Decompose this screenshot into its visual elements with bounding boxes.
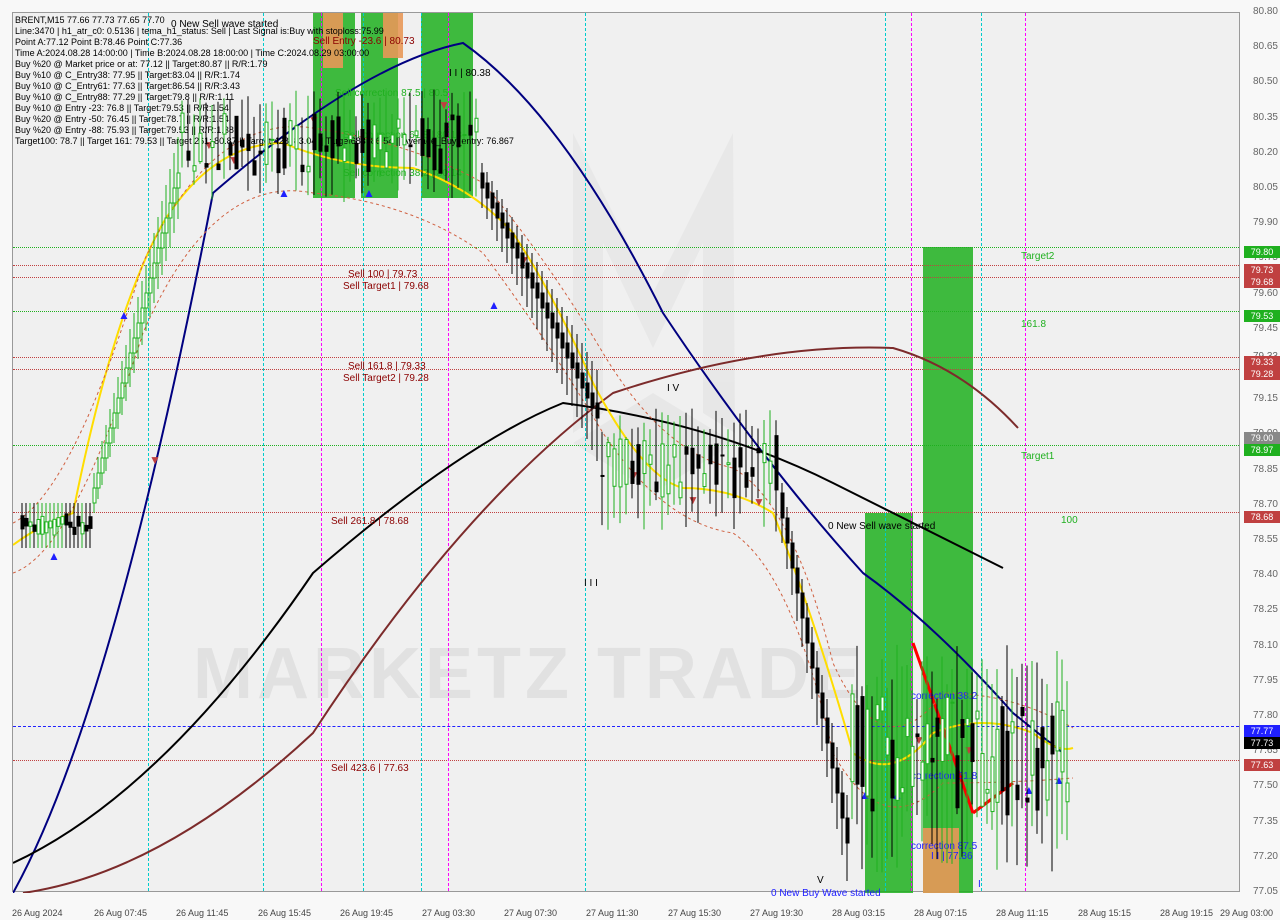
arrow-down-icon: ▼ [753, 495, 765, 509]
info-line: Line:3470 | h1_atr_c0: 0.5136 | tema_h1_… [15, 26, 514, 37]
chart-label: Target2 [1021, 251, 1054, 262]
info-line: Buy %20 @ Entry -50: 76.45 || Target:78.… [15, 114, 514, 125]
x-tick: 27 Aug 03:30 [422, 908, 475, 918]
arrow-up-icon: ▲ [48, 549, 60, 563]
arrow-up-icon: ▲ [118, 308, 130, 322]
price-tag: 78.68 [1244, 511, 1280, 523]
price-tag: 79.80 [1244, 246, 1280, 258]
arrow-down-icon: ▼ [628, 468, 640, 482]
x-tick: 27 Aug 19:30 [750, 908, 803, 918]
info-line: BRENT,M15 77.66 77.73 77.65 77.70 [15, 15, 514, 26]
arrow-up-icon: ▲ [891, 788, 903, 802]
chart-label: Sell 423.6 | 77.63 [331, 763, 409, 774]
info-line: Buy %10 @ C_Entry38: 77.95 || Target:83.… [15, 70, 514, 81]
info-line: Buy %10 @ Entry -23: 76.8 || Target:79.5… [15, 103, 514, 114]
chart-label: Sell 161.8 | 79.33 [348, 361, 426, 372]
x-tick: 28 Aug 15:15 [1078, 908, 1131, 918]
x-tick: 26 Aug 11:45 [176, 908, 228, 918]
price-tag: 79.28 [1244, 368, 1280, 380]
price-tag: 79.33 [1244, 356, 1280, 368]
chart-label: V [817, 875, 824, 886]
x-tick: 26 Aug 07:45 [94, 908, 147, 918]
x-tick: 28 Aug 19:15 [1160, 908, 1213, 918]
x-tick: 28 Aug 07:15 [914, 908, 967, 918]
price-tag: 77.73 [1244, 737, 1280, 749]
x-tick: 27 Aug 07:30 [504, 908, 557, 918]
chart-label: Sell 261.8 | 78.68 [331, 516, 409, 527]
info-line: Point A:77.12 Point B:78.46 Point C:77.3… [15, 37, 514, 48]
info-panel: BRENT,M15 77.66 77.73 77.65 77.70Line:34… [15, 15, 514, 147]
chart-label: Sell Target2 | 79.28 [343, 373, 429, 384]
arrow-down-icon: ▼ [228, 153, 240, 167]
x-tick: 28 Aug 03:15 [832, 908, 885, 918]
info-line: Buy %20 @ Entry -88: 75.93 || Target:79.… [15, 125, 514, 136]
chart-label: Sell Target1 | 79.68 [343, 281, 429, 292]
price-tag: 79.53 [1244, 310, 1280, 322]
arrow-down-icon: ▼ [687, 493, 699, 507]
price-tag: 79.00 [1244, 432, 1280, 444]
chart-label: I V [667, 383, 679, 394]
x-tick: 29 Aug 03:00 [1220, 908, 1273, 918]
arrow-down-icon: ▼ [518, 253, 530, 267]
price-tag: 79.68 [1244, 276, 1280, 288]
price-tag: 78.97 [1244, 444, 1280, 456]
chart-label: Target1 [1021, 451, 1054, 462]
x-tick: 26 Aug 19:45 [340, 908, 393, 918]
price-tag: 77.77 [1244, 725, 1280, 737]
arrow-up-icon: ▲ [363, 186, 375, 200]
arrow-up-icon: ▲ [278, 186, 290, 200]
chart-label: 0 New Buy Wave started [771, 888, 881, 899]
chart-label: 100 [1061, 515, 1078, 526]
info-line: Time A:2024.08.28 14:00:00 | Time B:2024… [15, 48, 514, 59]
chart-label: 161.8 [1021, 319, 1046, 330]
x-tick: 27 Aug 15:30 [668, 908, 721, 918]
arrow-up-icon: ▲ [1023, 783, 1035, 797]
info-line: Buy %10 @ C_Entry88: 77.29 || Target:79.… [15, 92, 514, 103]
chart-label: I [978, 879, 981, 890]
arrow-down-icon: ▼ [913, 733, 925, 747]
arrow-down-icon: ▼ [149, 453, 161, 467]
price-tags: 79.80 79.7379.68 79.53 79.3379.28 79.0078.97… [1240, 12, 1280, 892]
chart-container: MARKETZ TRADE [0, 0, 1280, 920]
arrow-up-icon: ▲ [859, 788, 871, 802]
info-line: Buy %20 @ Market price or at: 77.12 || T… [15, 59, 514, 70]
arrow-down-icon: ▼ [963, 743, 975, 757]
price-tag: 77.63 [1244, 759, 1280, 771]
x-tick: 28 Aug 11:15 [996, 908, 1048, 918]
x-axis: 26 Aug 2024 26 Aug 07:45 26 Aug 11:45 26 Au… [12, 900, 1240, 920]
plot-area[interactable]: MARKETZ TRADE [12, 12, 1240, 892]
chart-label: Sell correction 38.2 | 80.14 [343, 168, 462, 179]
price-tag: 79.73 [1244, 264, 1280, 276]
x-tick: 26 Aug 2024 [12, 908, 63, 918]
arrow-up-icon: ▲ [488, 298, 500, 312]
chart-label: I I I [584, 578, 598, 589]
info-line: Buy %10 @ C_Entry61: 77.63 || Target:86.… [15, 81, 514, 92]
arrow-up-icon: ▲ [1053, 773, 1065, 787]
chart-label: correction 38.2 [911, 691, 977, 702]
chart-label: Sell 100 | 79.73 [348, 269, 417, 280]
chart-label: 0 New Sell wave started [828, 521, 935, 532]
chart-label: correction 61.8 [911, 771, 977, 782]
info-line: Target100: 78.7 || Target 161: 79.53 || … [15, 136, 514, 147]
x-tick: 27 Aug 11:30 [586, 908, 638, 918]
x-tick: 26 Aug 15:45 [258, 908, 311, 918]
chart-label: I I | 77.36 [931, 851, 973, 862]
